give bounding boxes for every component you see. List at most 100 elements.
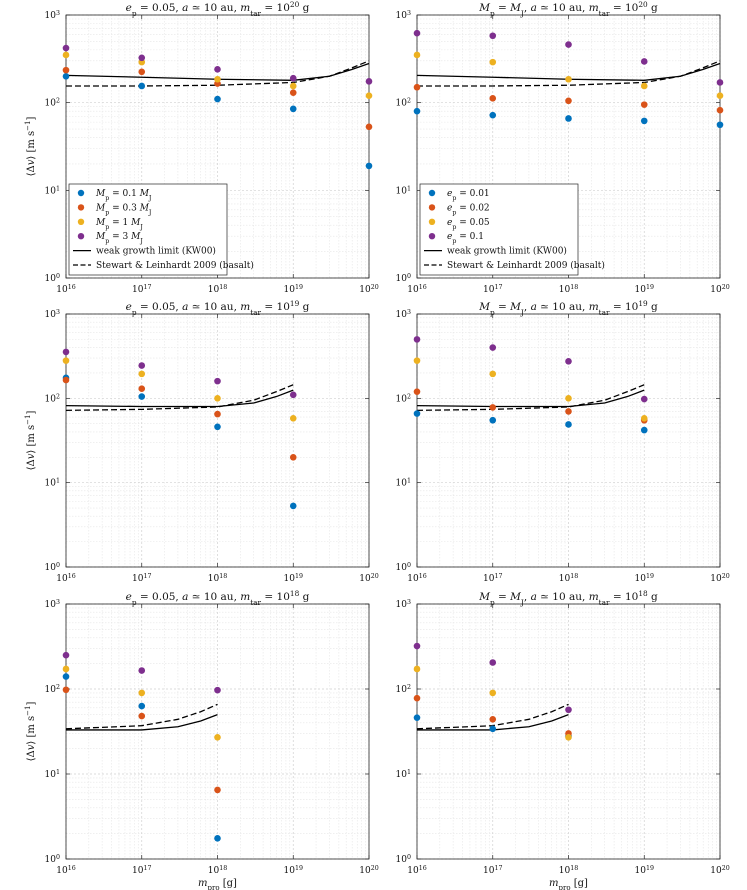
data-point-series-3 [289, 414, 297, 422]
data-point-series-1 [138, 82, 146, 90]
x-tick-label: 1020 [710, 865, 729, 877]
legend-marker [77, 189, 85, 197]
chart-panel-3: 1016 1017 1018 1019 1020 100 101 102 103 ep = 0.0… [24, 299, 379, 585]
y-tick-label: 103 [45, 599, 60, 611]
x-tick-label: 1016 [56, 573, 75, 585]
data-point-series-3 [640, 414, 648, 422]
data-point-series-4 [413, 642, 421, 650]
legend-box [68, 183, 228, 276]
data-point-series-3 [138, 689, 146, 697]
data-point-series-2 [716, 106, 724, 114]
data-point-series-4 [138, 54, 146, 62]
x-tick-label: 1017 [132, 865, 151, 877]
data-point-series-1 [138, 702, 146, 710]
data-point-series-4 [413, 336, 421, 343]
data-point-series-3 [62, 357, 70, 364]
legend-label: ep = 0.02 [447, 203, 490, 216]
legend-marker [77, 233, 85, 240]
legend-label: ep = 0.01 [447, 189, 490, 202]
data-point-series-2 [413, 83, 421, 91]
y-tick-label: 100 [45, 273, 60, 285]
series-line-stewart-leinhardt [65, 703, 218, 730]
y-axis-label: ⟨Δv⟩ [m s−1] [24, 117, 37, 177]
y-tick-label: 103 [45, 10, 60, 22]
data-point-series-2 [489, 404, 497, 411]
y-tick-label: 102 [45, 684, 60, 696]
data-point-series-1 [365, 162, 373, 170]
data-point-series-2 [62, 66, 70, 74]
data-point-series-4 [214, 66, 221, 73]
y-tick-label: 103 [396, 599, 411, 611]
data-point-series-4 [489, 32, 497, 40]
legend-label: weak growth limit (KW00) [96, 246, 216, 257]
x-tick-label: 1019 [284, 573, 303, 585]
data-point-series-4 [62, 651, 70, 659]
data-point-series-2 [138, 68, 146, 76]
data-point-series-3 [489, 58, 497, 66]
x-tick-label: 1020 [359, 573, 378, 585]
chart-title: ep = 0.05, a ≃ 10 au, mtar = 1019 g [126, 299, 310, 317]
x-tick-label: 1019 [284, 865, 303, 877]
legend-label: Stewart & Leinhardt 2009 (basalt) [96, 260, 254, 271]
y-axis-label: ⟨Δv⟩ [m s−1] [24, 411, 37, 471]
legend-box [419, 183, 579, 276]
x-tick-label: 1018 [559, 284, 578, 296]
x-tick-label: 1017 [483, 865, 502, 877]
data-point-series-1 [413, 410, 421, 417]
chart-panel-4: 1016 1017 1018 1019 1020 100 101 102 103 Mp = MJ,… [396, 299, 730, 585]
chart-panel-5: 1016 1017 1018 1019 1020 100 101 102 103 ep = 0.0… [24, 589, 379, 890]
y-tick-label: 102 [396, 684, 411, 696]
data-point-series-4 [716, 79, 724, 86]
grid [65, 313, 370, 568]
data-point-series-3 [565, 75, 572, 83]
y-tick-label: 100 [396, 854, 411, 866]
data-point-series-1 [413, 107, 421, 115]
x-tick-label: 1017 [483, 284, 502, 296]
data-point-series-4 [365, 78, 373, 85]
data-point-series-2 [413, 694, 421, 702]
legend-marker [428, 204, 436, 211]
data-point-series-2 [565, 97, 572, 105]
y-tick-label: 100 [396, 562, 411, 574]
plot-area [66, 314, 369, 567]
legend-label: Stewart & Leinhardt 2009 (basalt) [447, 260, 605, 271]
data-point-series-3 [214, 395, 221, 402]
y-tick-label: 101 [396, 477, 411, 489]
y-tick-label: 100 [45, 562, 60, 574]
data-point-series-4 [214, 377, 221, 385]
y-tick-label: 102 [396, 393, 411, 405]
y-tick-label: 103 [396, 309, 411, 321]
data-point-series-2 [640, 101, 648, 108]
y-tick-label: 102 [45, 393, 60, 405]
data-point-series-3 [214, 75, 221, 83]
x-tick-label: 1018 [559, 573, 578, 585]
data-point-series-1 [289, 105, 297, 113]
x-tick-label: 1017 [483, 573, 502, 585]
data-point-series-3 [62, 665, 70, 673]
y-axis-label: ⟨Δv⟩ [m s−1] [24, 702, 37, 762]
data-point-series-1 [716, 121, 724, 129]
data-point-series-3 [62, 51, 70, 59]
data-point-series-3 [716, 92, 724, 100]
x-tick-label: 1020 [359, 284, 378, 296]
x-tick-label: 1016 [407, 865, 426, 877]
legend-label: weak growth limit (KW00) [447, 246, 567, 257]
x-tick-label: 1020 [710, 284, 729, 296]
data-point-series-4 [489, 344, 497, 351]
data-point-series-4 [565, 41, 572, 48]
data-point-series-4 [289, 391, 297, 399]
data-point-series-3 [565, 734, 572, 741]
legend-marker [428, 233, 436, 240]
x-tick-label: 1018 [208, 865, 227, 877]
series-line-stewart-leinhardt [65, 384, 294, 412]
data-point-series-1 [565, 421, 572, 428]
series-line-weak-growth [416, 389, 645, 408]
data-point-series-4 [138, 667, 146, 674]
legend-marker [428, 189, 436, 197]
data-point-series-3 [214, 734, 221, 741]
data-point-series-1 [413, 714, 421, 721]
legend-label: Mp = 1 MJ [95, 218, 143, 231]
